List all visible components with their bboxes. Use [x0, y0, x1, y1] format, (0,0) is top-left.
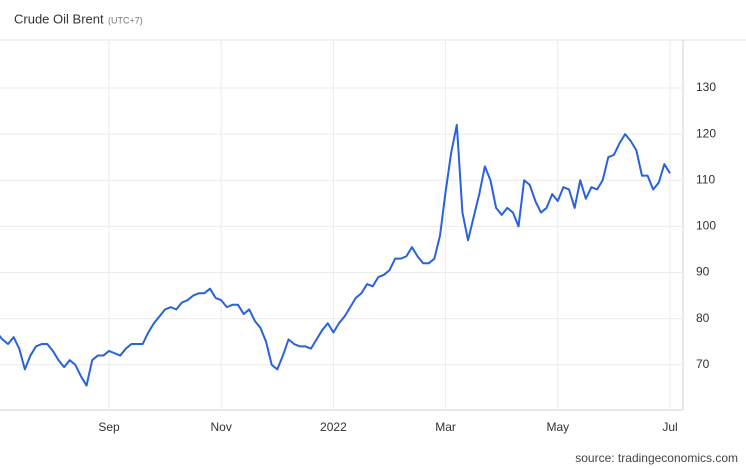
y-tick-label: 130 [696, 80, 716, 94]
x-tick-label: Nov [211, 420, 232, 434]
x-tick-label: May [546, 420, 569, 434]
y-tick-label: 80 [696, 311, 710, 325]
x-tick-label: Mar [435, 420, 456, 434]
y-tick-label: 70 [696, 357, 710, 371]
chart-title: Crude Oil Brent [14, 11, 104, 26]
x-tick-label: Jul [662, 420, 677, 434]
price-line [0, 123, 671, 387]
source-note: source: tradingeconomics.com [575, 451, 738, 465]
y-tick-label: 90 [696, 265, 710, 279]
y-tick-label: 100 [696, 219, 716, 233]
x-tick-label: 2022 [320, 420, 347, 434]
x-tick-label: Sep [98, 420, 120, 434]
y-tick-label: 120 [696, 126, 716, 140]
chart-subtitle: (UTC+7) [108, 15, 143, 25]
y-tick-label: 110 [696, 172, 715, 186]
